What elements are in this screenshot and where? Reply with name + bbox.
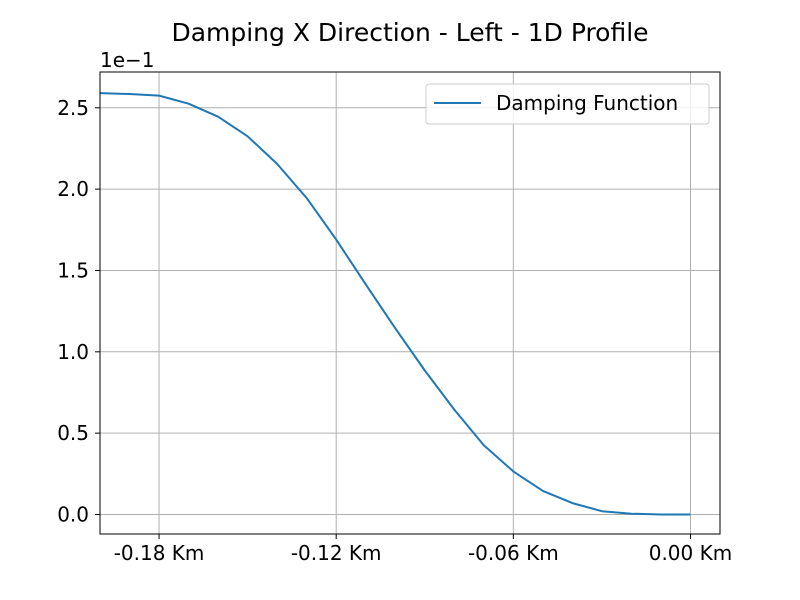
grid [100, 72, 720, 534]
y-tick-label: 0.5 [57, 421, 89, 445]
chart-title: Damping X Direction - Left - 1D Profile [171, 18, 648, 47]
legend: Damping Function [425, 83, 710, 125]
y-tick-label: 2.5 [57, 96, 89, 120]
y-tick-label: 2.0 [57, 177, 89, 201]
y-axis-offset-label: 1e−1 [100, 48, 155, 72]
y-tick-label: 0.0 [57, 502, 89, 526]
y-tick-label: 1.0 [57, 340, 89, 364]
series-line-damping-function [99, 92, 691, 516]
plot-area-frame [99, 71, 721, 535]
legend-box [425, 83, 710, 125]
y-tick-label: 1.5 [57, 258, 89, 282]
x-tick-label: -0.18 Km [114, 541, 205, 565]
axis-ticks: -0.18 Km -0.12 Km -0.06 Km 0.00 Km 0.0 0.5 1.0… [57, 96, 732, 565]
x-tick-label: -0.12 Km [291, 541, 382, 565]
series-layer [99, 92, 691, 516]
x-tick-label: 0.00 Km [649, 541, 733, 565]
x-tick-label: -0.06 Km [468, 541, 559, 565]
legend-label: Damping Function [496, 91, 678, 115]
